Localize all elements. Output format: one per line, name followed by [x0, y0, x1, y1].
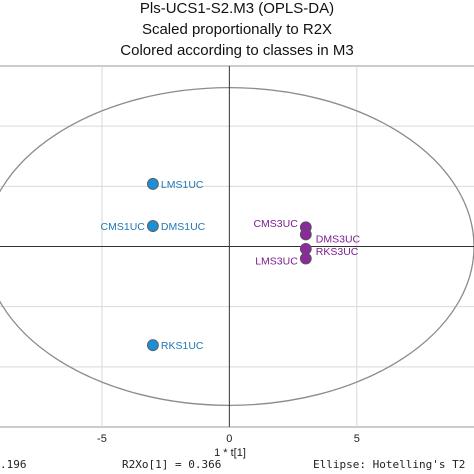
- point-label: RKS1UC: [161, 340, 204, 352]
- point-label: DMS1UC: [161, 221, 206, 233]
- footer-r2xo: R2Xo[1] = 0.366: [122, 458, 222, 471]
- x-tick-labels: -5 0 5: [97, 433, 360, 445]
- x-axis-label: 1 * t[1]: [214, 447, 246, 459]
- data-point: [147, 220, 159, 232]
- point-label: RKS3UC: [316, 246, 359, 258]
- point-labels: LMS1UC CMS1UC DMS1UC RKS1UC CMS3UC DMS3UCRKS3…: [101, 179, 361, 352]
- data-point: [299, 252, 312, 265]
- chart-subtitle-scaling: Scaled proportionally to R2X: [141, 21, 333, 38]
- point-label: CMS3UC: [253, 218, 298, 230]
- data-point: [147, 178, 159, 190]
- footer-ellipse-note: Ellipse: Hotelling's T2 (9: [313, 458, 474, 471]
- data-point: [299, 228, 312, 241]
- footer-left-value: .196: [0, 458, 27, 471]
- point-label: LMS3UC: [255, 256, 298, 268]
- x-tick-label: 0: [226, 433, 232, 445]
- zero-axes: [0, 66, 474, 427]
- chart-subtitle-coloring: Colored according to classes in M3: [120, 42, 354, 59]
- x-tick-label: -5: [97, 433, 107, 445]
- x-tick-label: 5: [354, 433, 360, 445]
- chart-title: Pls-UCS1-S2.M3 (OPLS-DA): [139, 0, 335, 17]
- point-label: LMS1UC: [161, 179, 204, 191]
- data-point: [147, 339, 159, 352]
- point-label: DMS3UC: [316, 233, 361, 245]
- point-label: CMS1UC: [101, 221, 146, 233]
- data-points: [147, 178, 312, 352]
